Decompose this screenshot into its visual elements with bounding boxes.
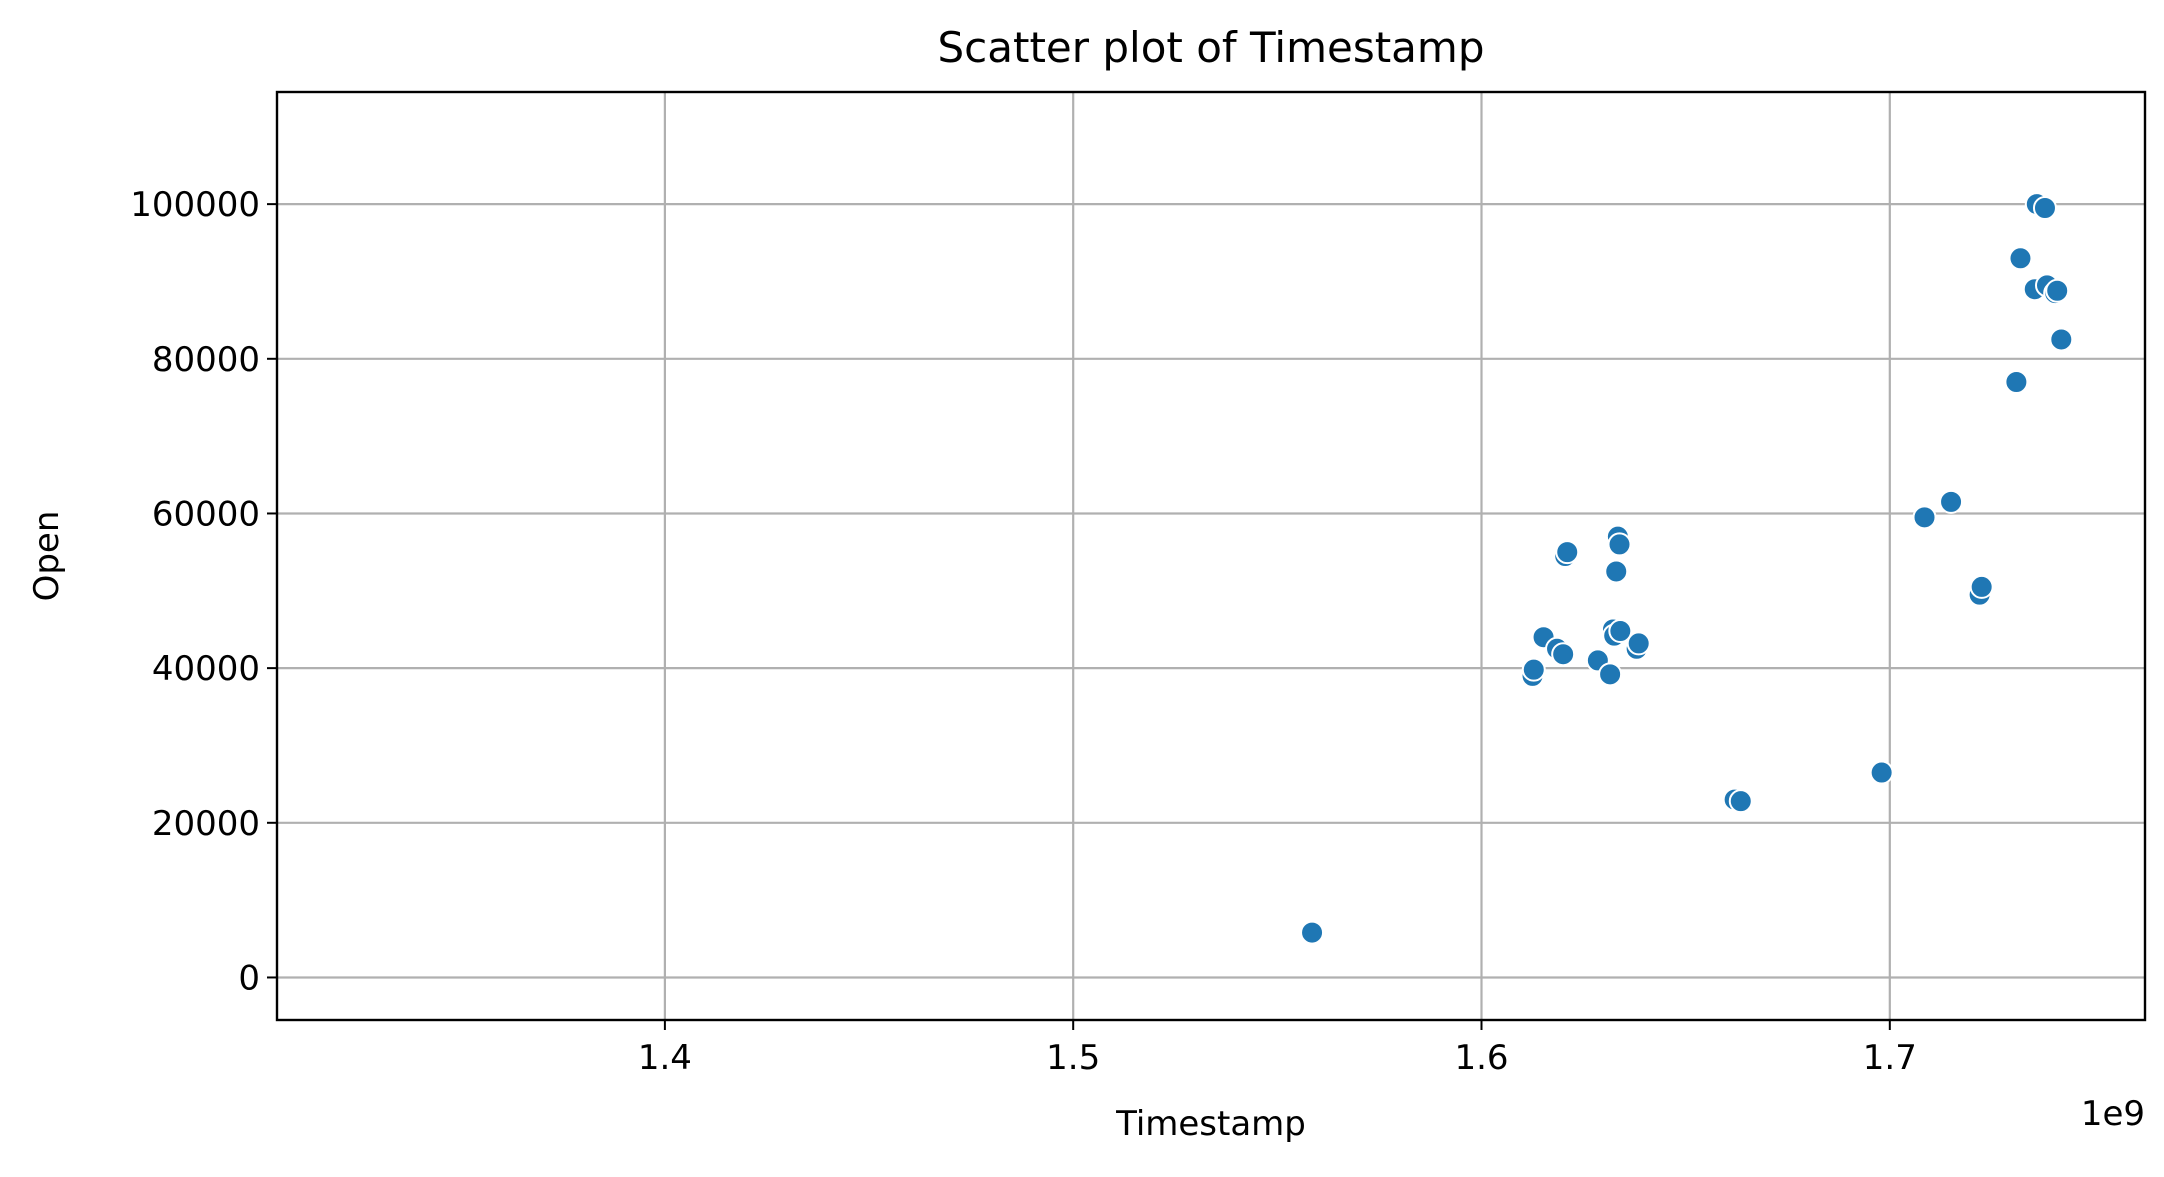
scatter-point [1555, 540, 1580, 565]
y-axis-label: Open [27, 511, 67, 602]
x-tick-label: 1.4 [638, 1038, 692, 1078]
x-axis-ticks: 1.4 1.5 1.6 1.7 [638, 1020, 1917, 1078]
scatter-point [2049, 327, 2074, 352]
scatter-point [1969, 574, 1994, 599]
scatter-point [1728, 789, 1753, 814]
x-tick-label: 1.7 [1863, 1038, 1917, 1078]
scatter-point [1551, 642, 1576, 667]
x-tick-label: 1.5 [1046, 1038, 1100, 1078]
scatter-point [1608, 619, 1633, 644]
scatter-point [2045, 278, 2070, 303]
y-tick-label: 80000 [152, 340, 260, 380]
grid-lines [277, 92, 2145, 1020]
scatter-point [1912, 505, 1937, 530]
scatter-point [2008, 246, 2033, 271]
x-axis-label: Timestamp [1115, 1104, 1306, 1144]
scatter-point [1939, 489, 1964, 514]
chart-title: Scatter plot of Timestamp [937, 23, 1484, 72]
scatter-point [1626, 631, 1651, 656]
y-tick-label: 40000 [152, 649, 260, 689]
y-tick-label: 0 [238, 958, 260, 998]
plot-area-frame [275, 90, 2147, 1022]
scatter-point [2032, 196, 2057, 220]
y-tick-label: 60000 [152, 494, 260, 534]
scatter-point [1300, 920, 1325, 945]
scatter-point [1607, 532, 1632, 557]
scatter-point [1869, 760, 1894, 785]
scatter-point [1598, 662, 1623, 687]
x-axis-offset-label: 1e9 [2081, 1094, 2145, 1134]
scatter-point [1521, 657, 1546, 682]
scatter-point [1604, 559, 1629, 584]
y-tick-label: 20000 [152, 804, 260, 844]
scatter-point [2004, 370, 2029, 394]
x-tick-label: 1.6 [1454, 1038, 1508, 1078]
y-tick-label: 100000 [130, 185, 260, 225]
y-axis-ticks: 0 20000 40000 60000 80000 100000 [130, 185, 277, 998]
data-points [1300, 192, 2074, 945]
